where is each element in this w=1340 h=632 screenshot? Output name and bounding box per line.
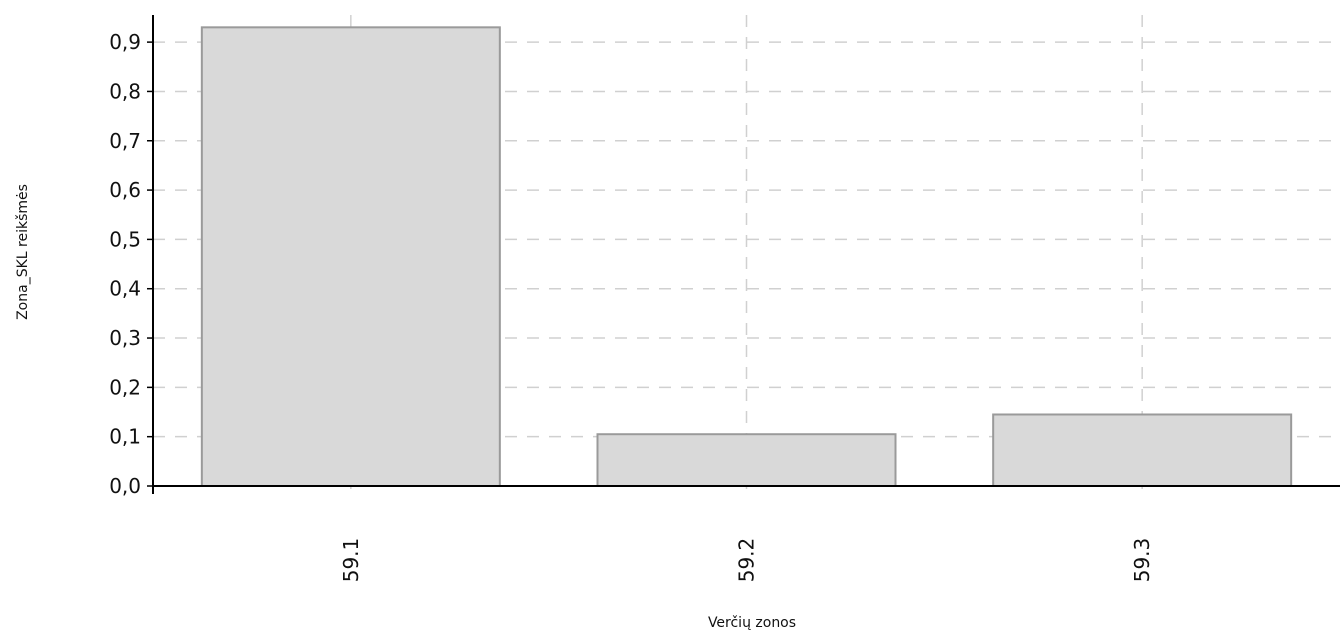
- y-tick-label: 0,1: [109, 425, 141, 449]
- y-tick-label: 0,8: [109, 79, 141, 103]
- y-tick-label: 0,9: [109, 30, 141, 54]
- y-tick-label: 0,6: [109, 178, 141, 202]
- y-tick-label: 0,2: [109, 375, 141, 399]
- x-tick-label: 59.1: [339, 538, 363, 583]
- bar-59.1: [200, 26, 501, 487]
- y-tick-label: 0,5: [109, 227, 141, 251]
- bar-59.2: [596, 433, 897, 487]
- axis-layer: [147, 15, 1340, 494]
- y-tick-label: 0,0: [109, 474, 141, 498]
- y-tick-label: 0,3: [109, 326, 141, 350]
- x-tick-labels: 59.1 59.2 59.3: [339, 538, 1154, 583]
- x-axis-title: Verčių zonos: [708, 615, 796, 631]
- y-tick-labels: 0,0 0,1 0,2 0,3 0,4 0,5 0,6 0,7 0,8 0,9: [109, 30, 141, 498]
- y-tick-label: 0,7: [109, 129, 141, 153]
- x-tick-label: 59.3: [1130, 538, 1154, 583]
- bar-59.3: [992, 413, 1293, 487]
- y-axis-title: Zona_SKL reikšmės: [15, 184, 31, 320]
- y-tick-label: 0,4: [109, 277, 141, 301]
- x-tick-label: 59.2: [735, 538, 759, 583]
